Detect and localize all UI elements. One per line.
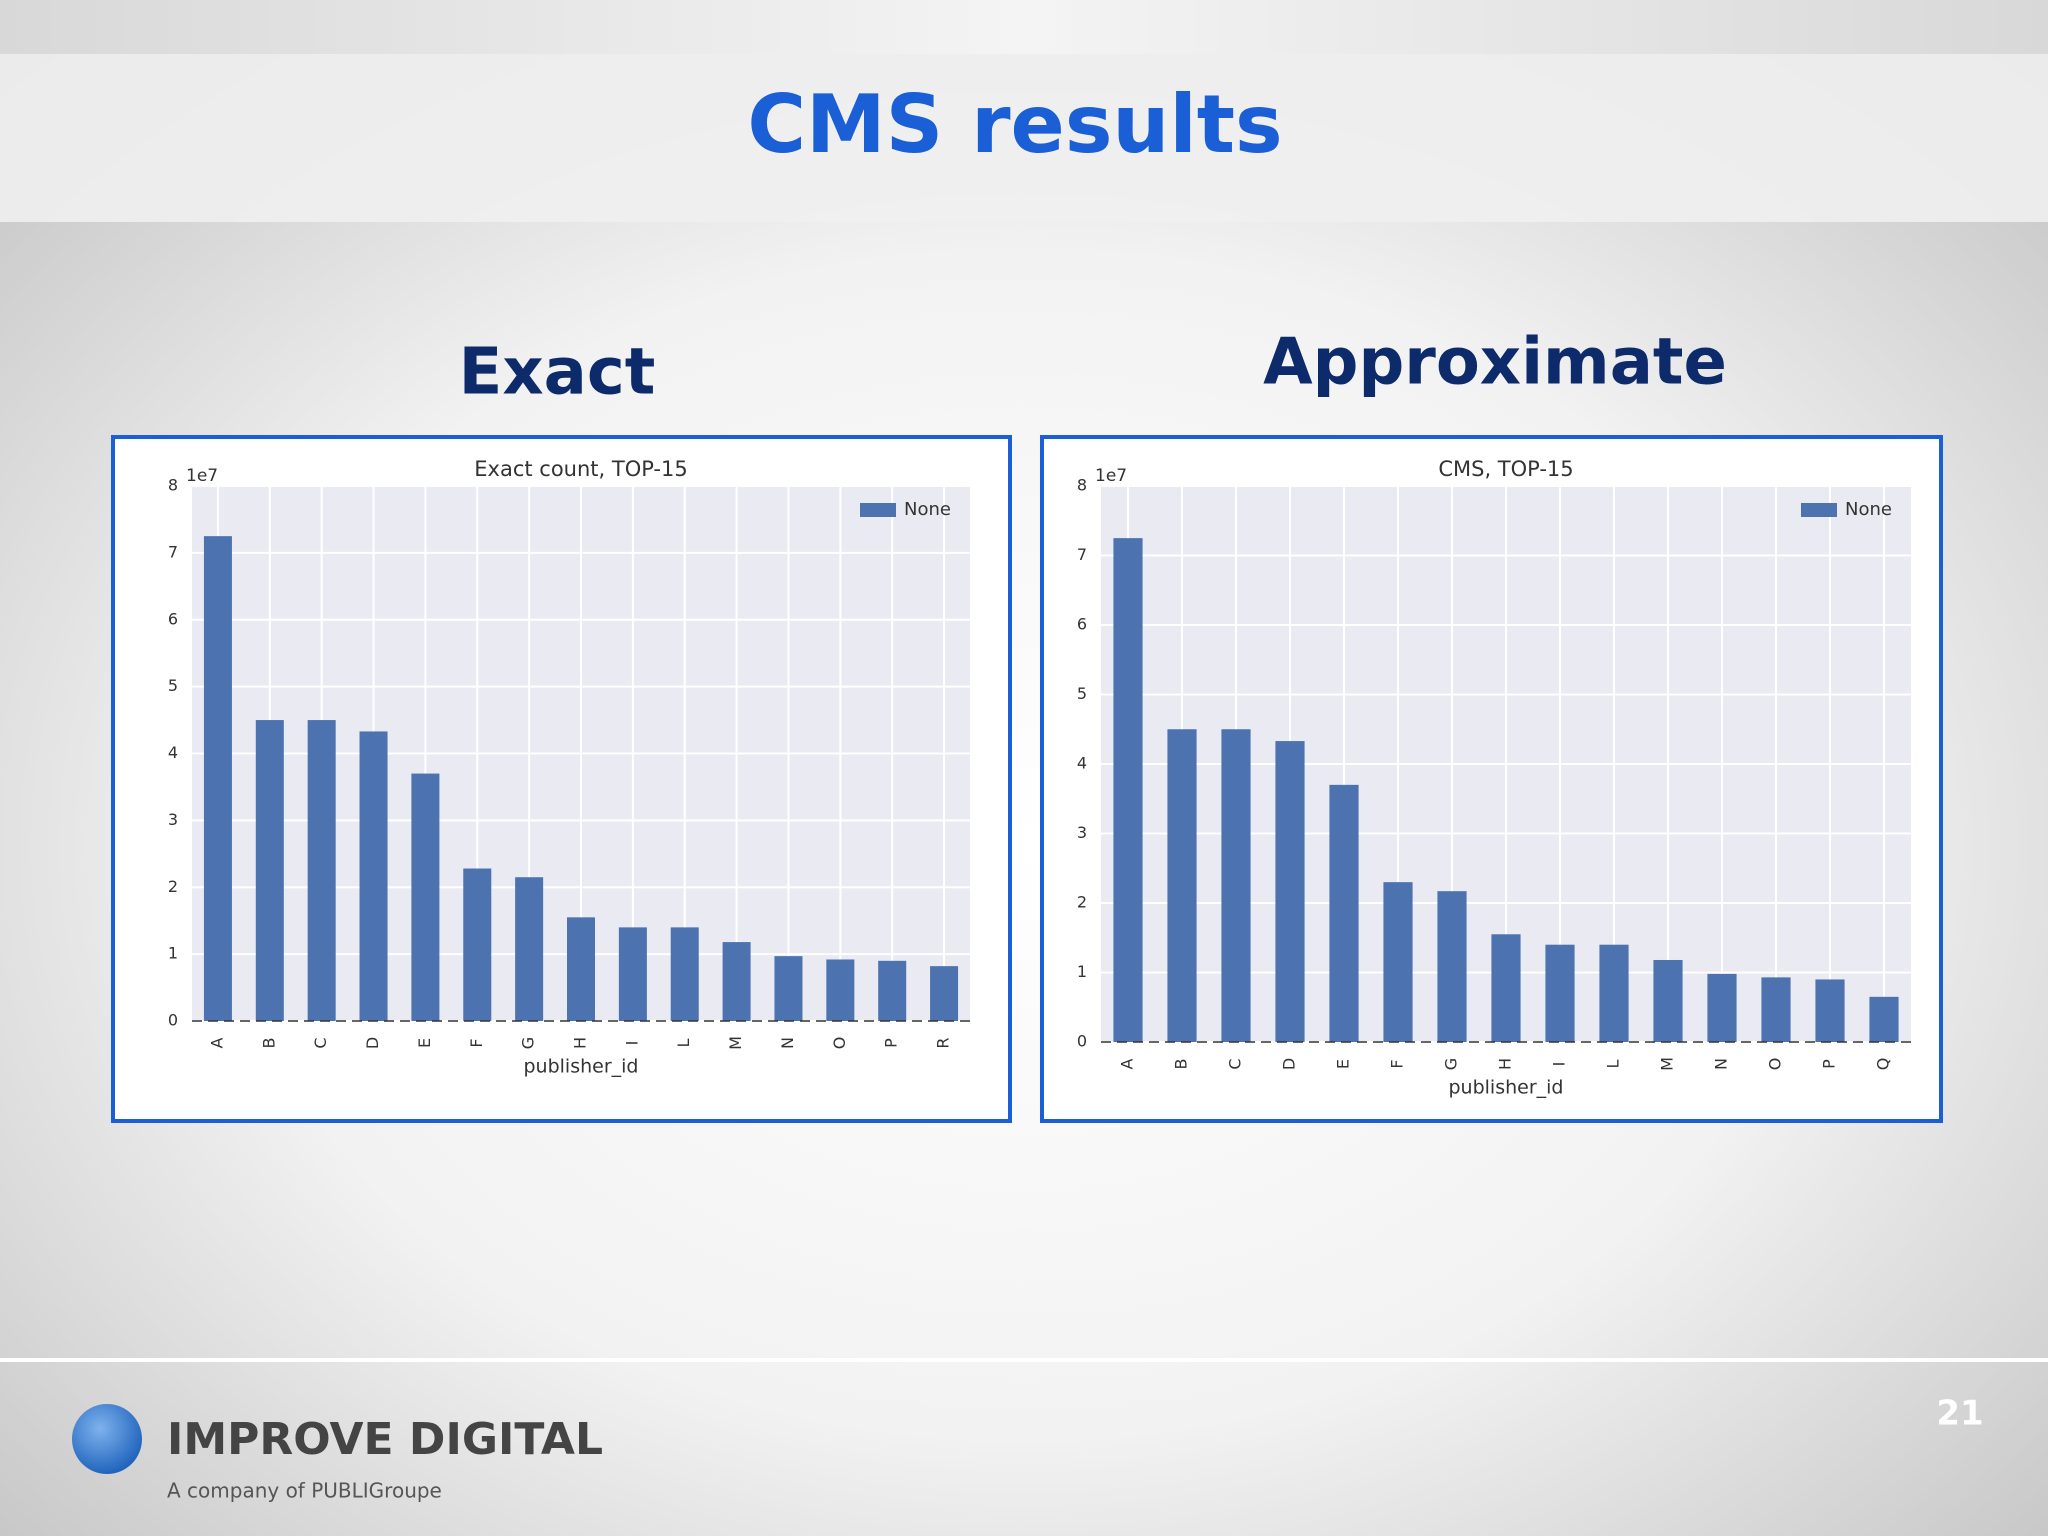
y-tick-label: 7 [168, 542, 178, 561]
bar [1599, 944, 1629, 1042]
legend-label: None [904, 499, 951, 520]
bar [878, 960, 907, 1021]
y-offset-label: 1e7 [1095, 466, 1127, 486]
y-tick-label: 6 [1077, 615, 1087, 634]
x-tick-label: D [1280, 1058, 1299, 1070]
x-tick-label: N [778, 1037, 797, 1049]
chart-title: Exact count, TOP-15 [474, 457, 687, 481]
x-tick-label: D [363, 1037, 382, 1049]
chart-title: CMS, TOP-15 [1438, 457, 1573, 481]
x-tick-label: E [1334, 1059, 1353, 1069]
x-tick-label: L [674, 1038, 693, 1047]
y-tick-label: 3 [1077, 823, 1087, 842]
x-tick-label: H [571, 1037, 590, 1049]
y-tick-label: 8 [1077, 476, 1087, 495]
bar [1653, 959, 1683, 1042]
x-tick-label: F [1388, 1059, 1407, 1068]
y-tick-label: 4 [168, 743, 178, 762]
y-tick-label: 0 [168, 1011, 178, 1030]
bar [1815, 979, 1845, 1042]
x-tick-label: G [519, 1037, 538, 1049]
x-axis-label: publisher_id [1448, 1077, 1563, 1099]
y-tick-label: 6 [168, 609, 178, 628]
bar [1329, 784, 1359, 1042]
bar [566, 917, 596, 1021]
bar [1383, 882, 1413, 1042]
legend-label: None [1845, 499, 1892, 520]
x-tick-label: P [1820, 1059, 1839, 1069]
x-tick-label: G [1442, 1058, 1461, 1070]
bar [1437, 891, 1467, 1042]
x-tick-label: B [1172, 1059, 1191, 1070]
y-tick-label: 5 [1077, 684, 1087, 703]
x-tick-label: O [830, 1037, 849, 1050]
x-tick-label: C [1226, 1058, 1245, 1069]
x-tick-label: N [1712, 1058, 1731, 1070]
page-number: 21 [1936, 1394, 1983, 1434]
tagline: A company of PUBLIGroupe [167, 1479, 442, 1503]
x-tick-label: B [259, 1038, 278, 1049]
bar [463, 868, 492, 1021]
bar [1113, 538, 1143, 1042]
bar [203, 536, 232, 1021]
x-tick-label: Q [1874, 1058, 1893, 1071]
y-tick-label: 8 [168, 476, 178, 495]
bar [930, 966, 959, 1021]
heading: Exact [459, 336, 656, 410]
x-tick-label: P [882, 1038, 901, 1048]
x-axis-label: publisher_id [523, 1056, 638, 1078]
x-tick-label: O [1766, 1058, 1785, 1071]
brand: IMPROVE DIGITAL [167, 1414, 603, 1465]
y-tick-label: 0 [1077, 1032, 1087, 1051]
bar [411, 773, 440, 1021]
x-tick-label: R [934, 1037, 953, 1048]
bar [618, 927, 647, 1021]
legend-swatch [1801, 503, 1837, 517]
y-tick-label: 1 [1077, 962, 1087, 981]
x-tick-label: H [1496, 1058, 1515, 1070]
x-tick-label: M [1658, 1057, 1677, 1071]
y-tick-label: 4 [1077, 754, 1087, 773]
bar [307, 720, 336, 1021]
bar [1761, 977, 1791, 1042]
bar [722, 942, 751, 1021]
x-tick-label: A [1118, 1058, 1137, 1069]
x-tick-label: I [1550, 1062, 1569, 1067]
x-tick-label: M [726, 1036, 745, 1050]
y-tick-label: 1 [168, 944, 178, 963]
bar [826, 959, 855, 1021]
bar [1707, 973, 1737, 1042]
slide-title: CMS results [747, 78, 1282, 171]
y-offset-label: 1e7 [186, 466, 218, 486]
bar [1869, 996, 1899, 1042]
y-tick-label: 2 [1077, 893, 1087, 912]
y-tick-label: 3 [168, 810, 178, 829]
top-band [0, 0, 2048, 54]
y-tick-label: 2 [168, 877, 178, 896]
bar [515, 877, 544, 1021]
x-tick-label: E [415, 1038, 434, 1048]
bar [1275, 741, 1305, 1042]
bar [774, 956, 803, 1021]
x-tick-label: C [311, 1037, 330, 1048]
y-tick-label: 5 [168, 676, 178, 695]
logo [72, 1404, 142, 1474]
header-band [0, 54, 2048, 222]
bar [255, 720, 284, 1021]
bar [1491, 934, 1521, 1042]
x-tick-label: I [622, 1041, 641, 1046]
x-tick-label: F [467, 1038, 486, 1047]
bar [670, 927, 699, 1021]
y-tick-label: 7 [1077, 545, 1087, 564]
x-tick-label: A [207, 1037, 226, 1048]
x-tick-label: L [1604, 1059, 1623, 1068]
bar [1167, 729, 1197, 1042]
bar [1545, 944, 1575, 1042]
bar [1221, 729, 1251, 1042]
heading: Approximate [1263, 326, 1727, 400]
bar [359, 731, 388, 1021]
legend-swatch [860, 503, 896, 517]
